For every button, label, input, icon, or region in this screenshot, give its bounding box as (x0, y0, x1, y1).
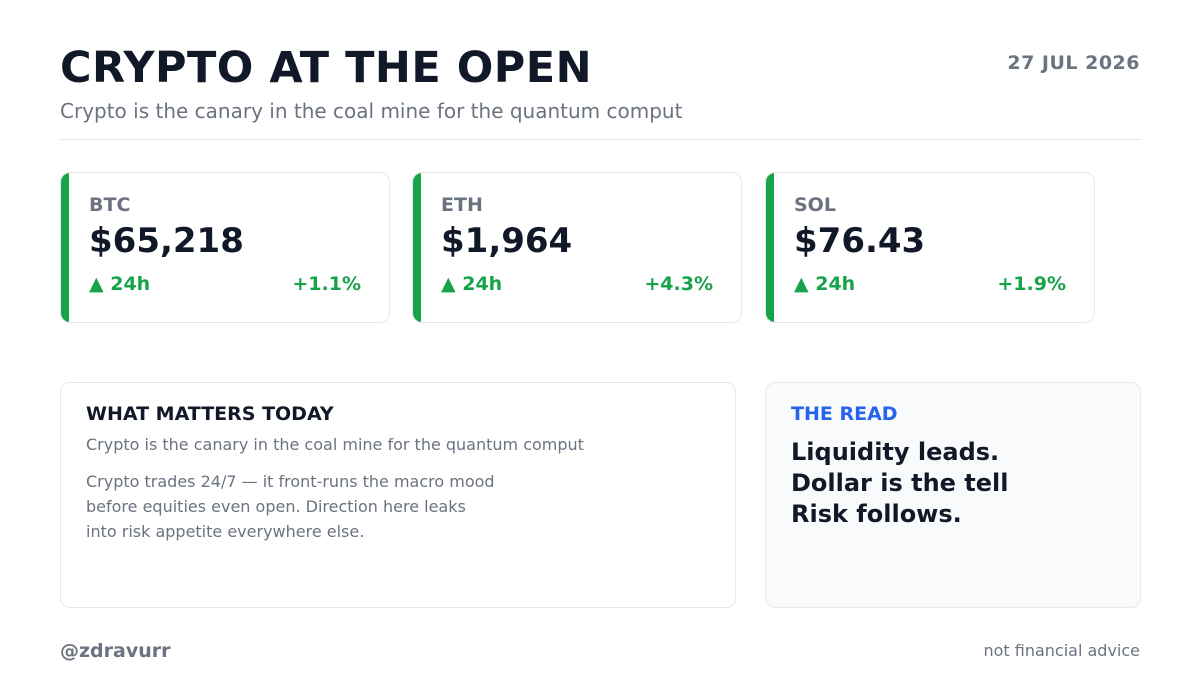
disclaimer: not financial advice (983, 641, 1140, 660)
page-subtitle: Crypto is the canary in the coal mine fo… (60, 99, 683, 123)
trend-bar (61, 173, 69, 322)
trend-bar (766, 173, 774, 322)
body-line: before equities even open. Direction her… (86, 497, 466, 516)
read-line: Risk follows. (791, 500, 962, 528)
read-line: Dollar is the tell (791, 469, 1009, 497)
what-matters-heading: WHAT MATTERS TODAY (86, 403, 334, 425)
ticker-price: $65,218 (89, 221, 244, 261)
date-label: 27 JUL 2026 (1007, 52, 1140, 74)
change-label: ▲ 24h (794, 273, 856, 295)
change-label: ▲ 24h (89, 273, 151, 295)
what-matters-body: Crypto trades 24/7 — it front-runs the m… (86, 469, 710, 544)
author-handle: @zdravurr (60, 640, 171, 662)
the-read-lines: Liquidity leads. Dollar is the tell Risk… (791, 437, 1115, 530)
the-read-panel: THE READ Liquidity leads. Dollar is the … (765, 382, 1141, 608)
change-label: ▲ 24h (441, 273, 503, 295)
change-percent: +4.3% (644, 273, 713, 295)
body-line: into risk appetite everywhere else. (86, 522, 365, 541)
header-divider (60, 139, 1141, 140)
body-line: Crypto trades 24/7 — it front-runs the m… (86, 472, 495, 491)
ticker-symbol: BTC (89, 194, 131, 216)
trend-bar (413, 173, 421, 322)
ticker-card-eth: ETH $1,964 ▲ 24h +4.3% (412, 172, 742, 323)
ticker-symbol: ETH (441, 194, 483, 216)
header: CRYPTO AT THE OPEN 27 JUL 2026 Crypto is… (60, 42, 1140, 123)
page-title: CRYPTO AT THE OPEN (60, 43, 593, 93)
what-matters-subheading: Crypto is the canary in the coal mine fo… (86, 435, 584, 454)
ticker-price: $1,964 (441, 221, 573, 261)
change-percent: +1.1% (292, 273, 361, 295)
ticker-card-sol: SOL $76.43 ▲ 24h +1.9% (765, 172, 1095, 323)
ticker-price: $76.43 (794, 221, 926, 261)
read-line: Liquidity leads. (791, 438, 1000, 466)
ticker-symbol: SOL (794, 194, 836, 216)
what-matters-panel: WHAT MATTERS TODAY Crypto is the canary … (60, 382, 736, 608)
ticker-card-btc: BTC $65,218 ▲ 24h +1.1% (60, 172, 390, 323)
the-read-heading: THE READ (791, 403, 898, 425)
change-percent: +1.9% (997, 273, 1066, 295)
